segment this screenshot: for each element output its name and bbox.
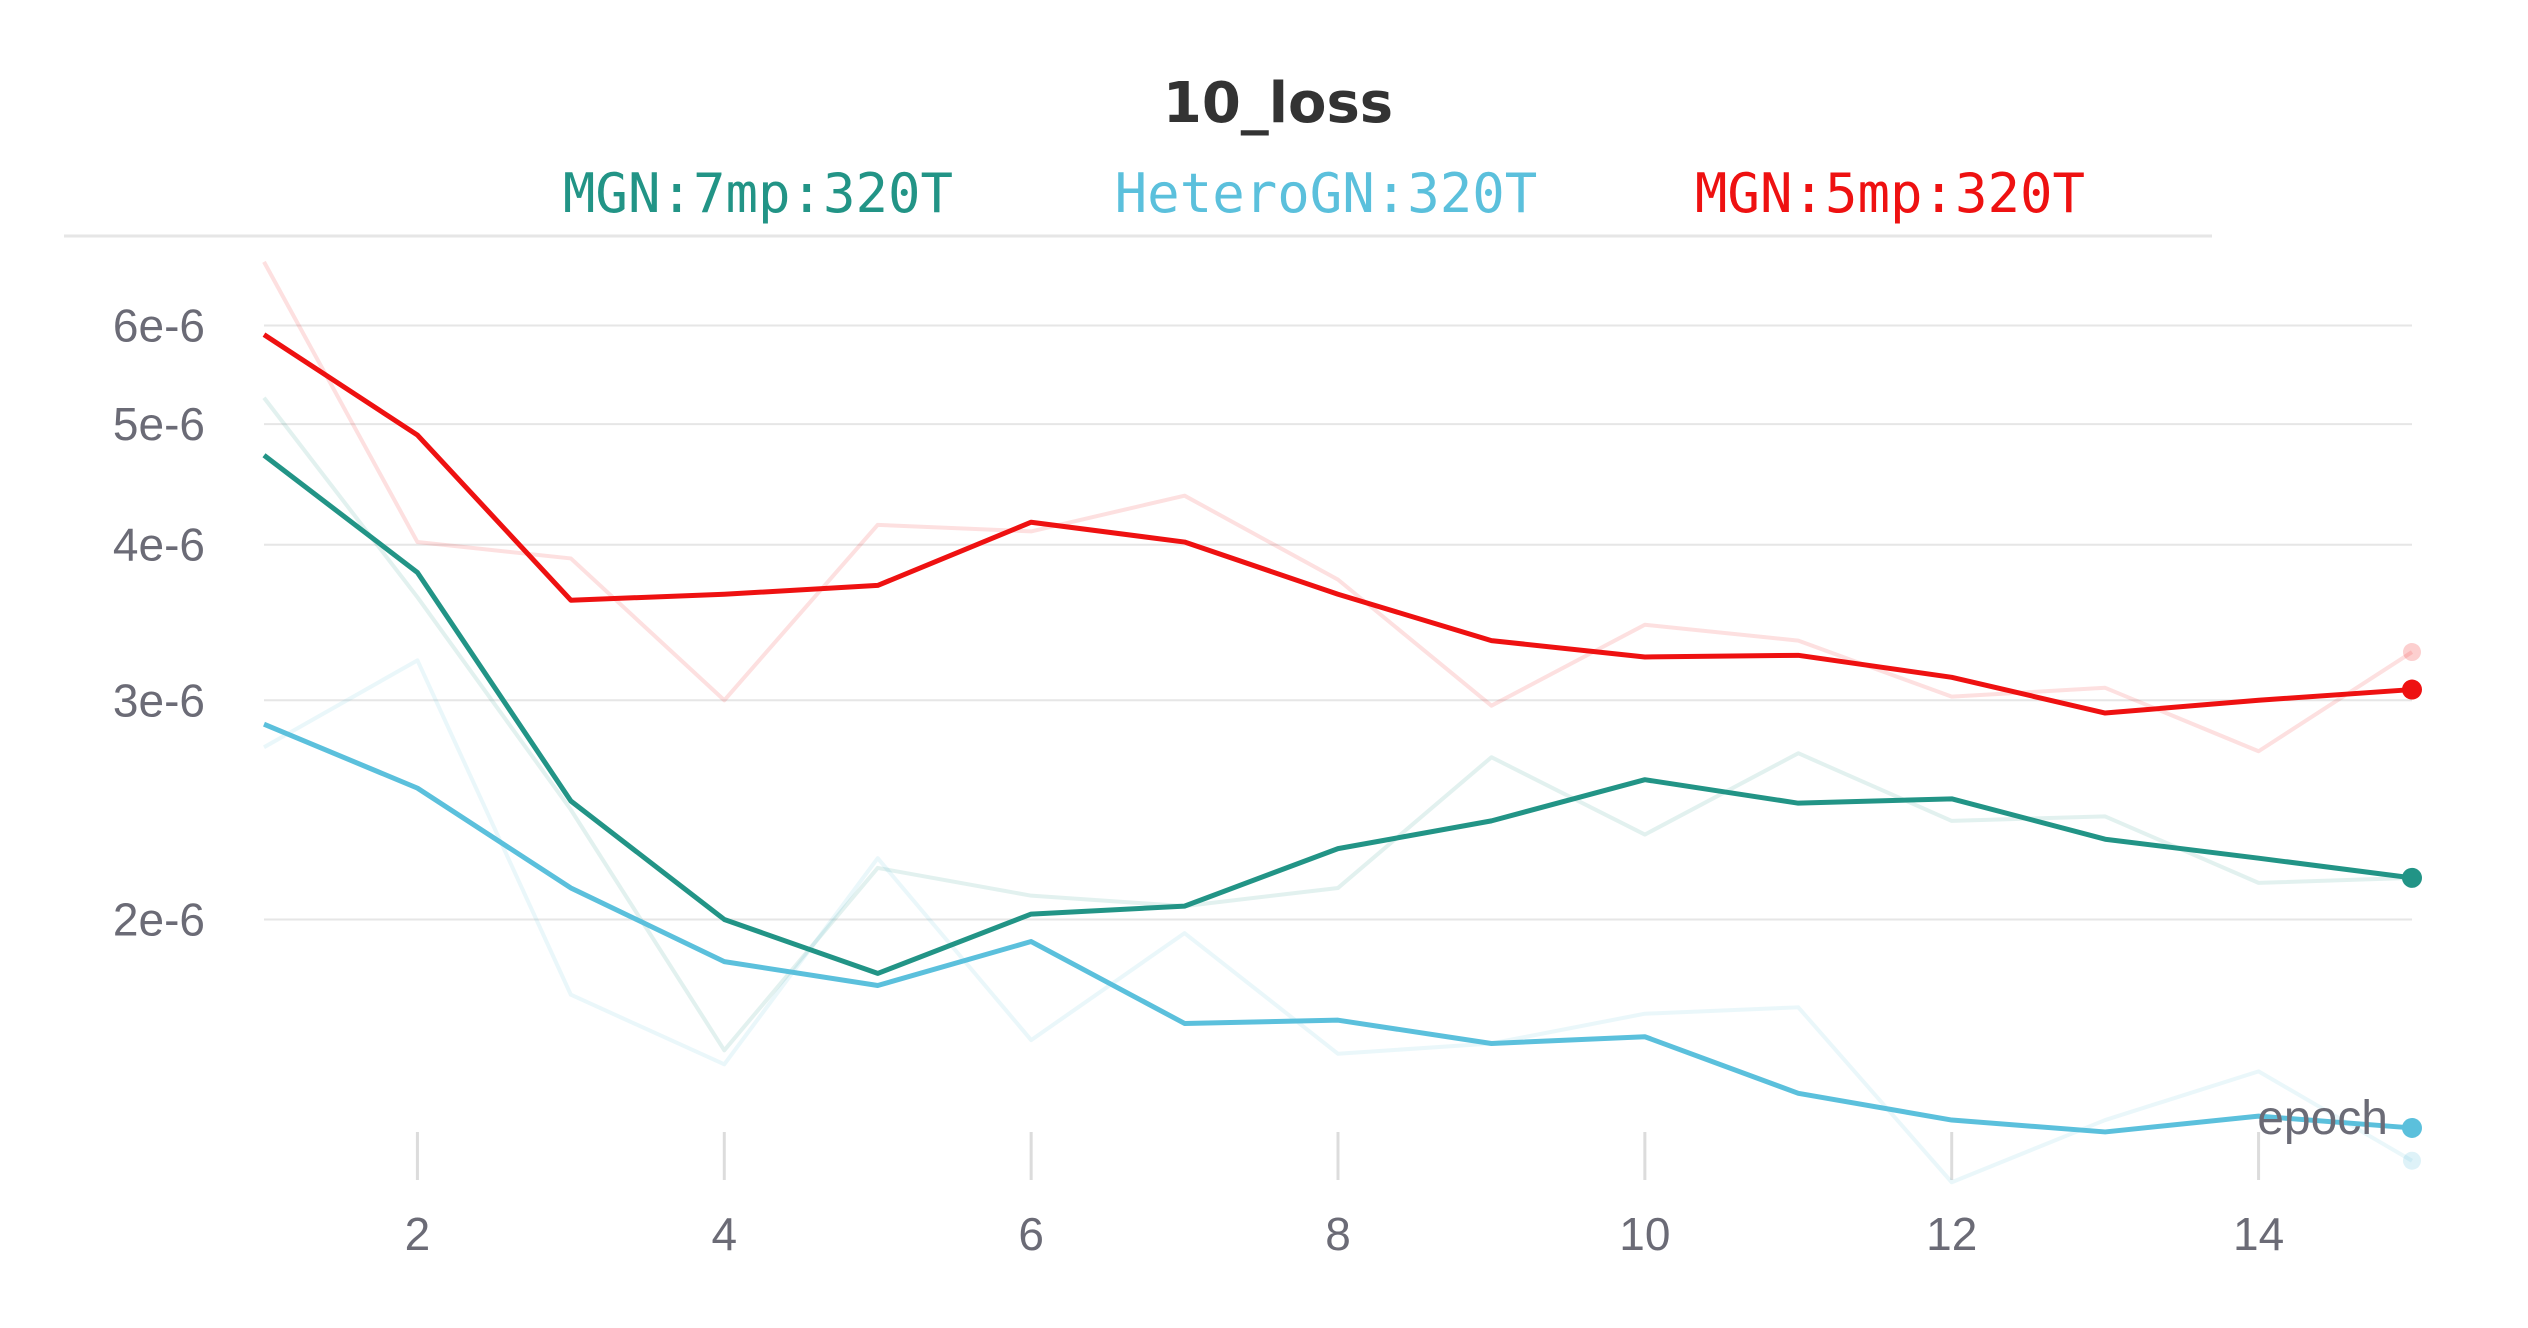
y-tick-label: 6e-6: [113, 300, 205, 352]
y-axis: 2e-6 3e-6 4e-6 5e-6 6e-6: [113, 300, 205, 946]
raw-series: [262, 260, 2414, 1185]
x-axis-label: epoch: [2257, 1092, 2388, 1145]
y-tick-label: 2e-6: [113, 893, 205, 945]
raw-endpoint: [2403, 1151, 2421, 1170]
series-line: [262, 332, 2413, 716]
grid: [264, 324, 2412, 921]
series-line: [262, 453, 2413, 976]
x-tick-label: 10: [1619, 1208, 1670, 1260]
series-endpoint: [2402, 1117, 2422, 1138]
y-tick-label: 4e-6: [113, 519, 205, 571]
x-tick-label: 6: [1018, 1208, 1044, 1260]
x-axis: 2 4 6 8 10 12 14: [405, 1132, 2284, 1260]
y-tick-label: 5e-6: [113, 398, 205, 450]
raw-line: [263, 658, 2414, 1185]
chart-title: 10_loss: [1163, 71, 1393, 136]
series-endpoint: [2402, 867, 2422, 888]
legend-entry: MGN:7mp:320T: [563, 162, 953, 225]
raw-line: [262, 260, 2414, 754]
legend: MGN:7mp:320T HeteroGN:320T MGN:5mp:320T: [563, 162, 2085, 225]
series-endpoint: [2402, 679, 2422, 700]
x-tick-label: 12: [1926, 1208, 1977, 1260]
x-tick-label: 2: [405, 1208, 431, 1260]
raw-line: [262, 396, 2413, 1053]
x-tick-label: 14: [2233, 1208, 2284, 1260]
smoothed-series: [262, 332, 2413, 1135]
legend-entry: HeteroGN:320T: [1115, 162, 1538, 225]
x-tick-label: 8: [1325, 1208, 1351, 1260]
raw-endpoint: [2403, 643, 2421, 662]
series-endpoints: [2402, 643, 2422, 1170]
x-tick-label: 4: [711, 1208, 737, 1260]
legend-entry: MGN:5mp:320T: [1695, 162, 2085, 225]
y-tick-label: 3e-6: [113, 674, 205, 726]
series-line: [263, 721, 2413, 1135]
